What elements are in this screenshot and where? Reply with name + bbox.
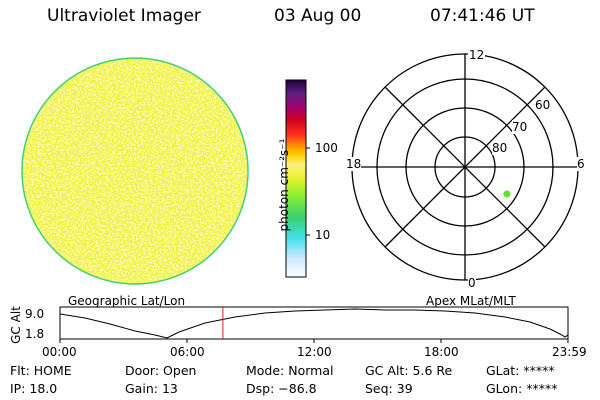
mlat-label-80: 80	[492, 141, 508, 155]
earth-disk-image	[21, 57, 249, 285]
status-gain: Gain: 13	[125, 381, 178, 396]
altitude-axis-label: GC Alt	[9, 306, 23, 344]
status-mode: Mode: Normal	[246, 363, 334, 378]
colorbar-tick-100: 100	[315, 141, 338, 155]
status-ip: IP: 18.0	[10, 381, 58, 396]
time-tick-1800: 18:00	[424, 345, 459, 359]
color-scale-bar	[285, 79, 310, 278]
time-tick-0000: 00:00	[42, 345, 77, 359]
mlat-label-70: 70	[512, 120, 528, 134]
status-flt: Flt: HOME	[10, 363, 72, 378]
status-door: Door: Open	[125, 363, 197, 378]
altitude-timeline	[59, 306, 569, 343]
altitude-tick-9: 9.0	[25, 307, 45, 321]
colorbar-unit-label: photon cm⁻²s⁻¹	[277, 138, 291, 232]
status-dsp: Dsp: −86.8	[246, 381, 317, 396]
polar-mlat-mlt-plot	[351, 53, 579, 281]
right-panel-caption: Apex MLat/MLT	[426, 294, 516, 308]
status-seq: Seq: 39	[365, 381, 413, 396]
time-tick-1200: 12:00	[297, 345, 332, 359]
header-date: 03 Aug 00	[274, 6, 362, 26]
time-tick-0600: 06:00	[170, 345, 205, 359]
header-time: 07:41:46 UT	[430, 6, 535, 26]
altitude-tick-1-8: 1.8	[25, 327, 45, 341]
mlt-label-6: 6	[577, 157, 585, 171]
aurora-spot-marker	[503, 190, 511, 198]
status-glat: GLat: *****	[486, 363, 555, 378]
mlt-label-12: 12	[468, 48, 486, 62]
status-glon: GLon: *****	[486, 381, 558, 396]
time-tick-2359: 23:59	[552, 345, 587, 359]
mlt-label-0: 0	[468, 276, 476, 290]
mlat-label-60: 60	[535, 98, 551, 112]
status-gc-alt: GC Alt: 5.6 Re	[365, 363, 453, 378]
colorbar-tick-10: 10	[315, 228, 331, 242]
mlt-label-18: 18	[346, 157, 362, 171]
left-panel-caption: Geographic Lat/Lon	[68, 294, 186, 308]
altitude-curve	[59, 308, 569, 339]
app-title: Ultraviolet Imager	[47, 6, 201, 26]
